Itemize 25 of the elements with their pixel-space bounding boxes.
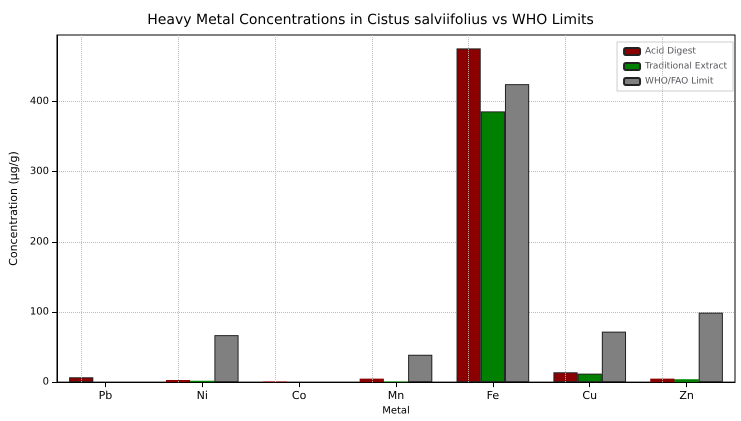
y-tick-label: 300	[30, 166, 49, 178]
y-tick-label: 0	[42, 376, 49, 388]
x-tick-label: Zn	[679, 389, 694, 402]
y-tick-label: 200	[30, 236, 49, 248]
x-tick-label: Fe	[486, 389, 500, 402]
bar	[408, 354, 432, 382]
y-axis-title: Concentration (µg/g)	[7, 151, 20, 266]
x-tick-label: Mn	[388, 389, 404, 402]
bar	[650, 378, 674, 382]
bar	[214, 335, 239, 382]
x-tick-label: Pb	[98, 389, 112, 402]
chart-title: Heavy Metal Concentrations in Cistus salviifolius vs WHO Limits	[147, 12, 594, 28]
x-tick-label: Co	[292, 389, 307, 402]
bar	[69, 377, 94, 382]
x-tick-label: Ni	[196, 389, 208, 402]
y-tick-label: 100	[30, 306, 49, 318]
bar	[166, 380, 190, 382]
legend-label: Traditional Extract	[644, 62, 728, 72]
legend-label: WHO/FAO Limit	[645, 76, 714, 86]
y-tick-label: 400	[30, 96, 49, 108]
bar	[698, 312, 723, 382]
x-axis-title: Metal	[382, 406, 410, 416]
x-tick-label: Cu	[582, 389, 598, 402]
legend-label: Acid Digest	[645, 46, 696, 56]
bar	[360, 378, 384, 382]
